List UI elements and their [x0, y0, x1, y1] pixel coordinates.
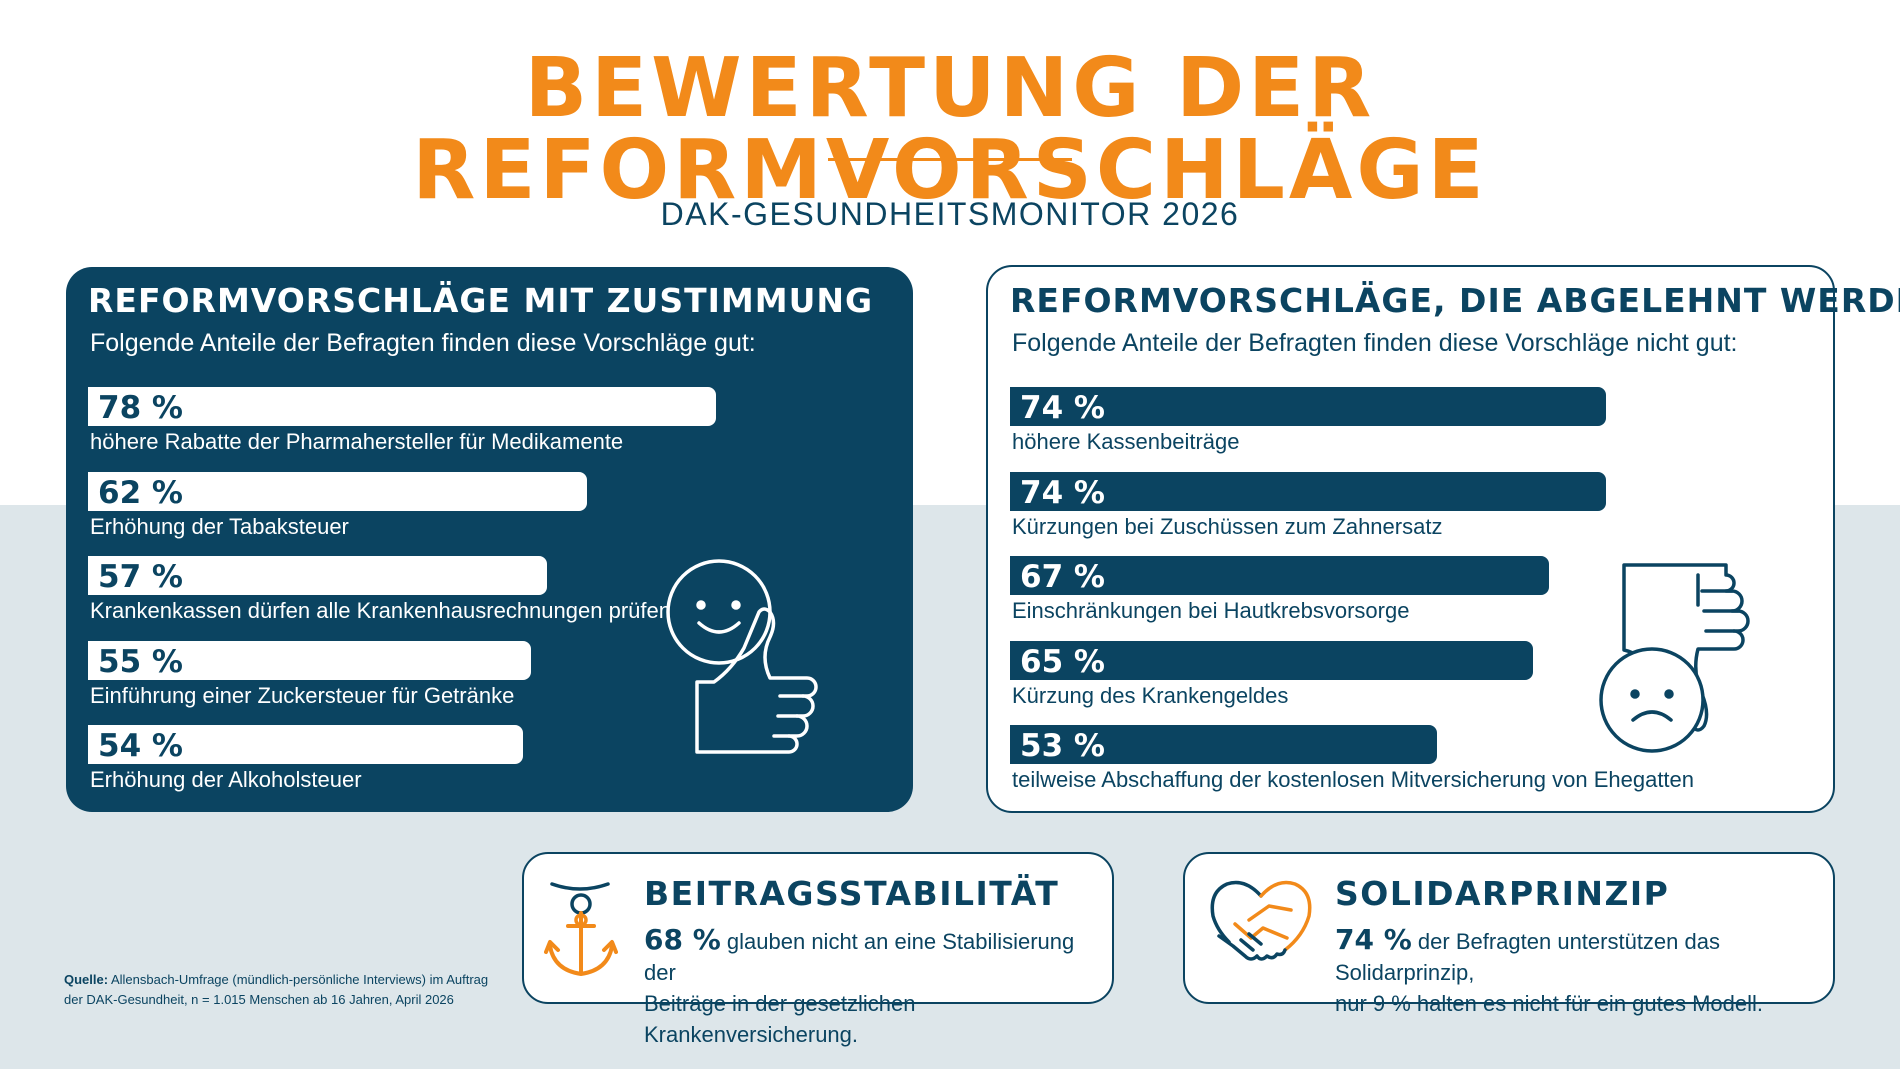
rejection-bar-label-3: Einschränkungen bei Hautkrebsvorsorge [1012, 598, 1410, 623]
stability-card-value: 68 % [644, 923, 721, 956]
approval-bar-label-2: Erhöhung der Tabaksteuer [90, 513, 349, 539]
solidarity-card-text: 74 % der Befragten unterstützen das Soli… [1335, 924, 1825, 1019]
approval-panel-subtitle: Folgende Anteile der Befragten finden di… [90, 329, 756, 357]
solidarity-card-title: SOLIDARPRINZIP [1335, 874, 1670, 913]
source-note: Quelle: Allensbach-Umfrage (mündlich-per… [64, 970, 488, 1010]
stability-card-text-line1: glauben nicht an eine Stabilisierung der [644, 929, 1075, 985]
approval-bar-5: 54 % [88, 725, 523, 764]
rejection-bar-label-5: teilweise Abschaffung der kostenlosen Mi… [1012, 767, 1695, 792]
solidarity-card-value: 74 % [1335, 923, 1412, 956]
thumbs-down-sad-icon [1599, 563, 1750, 753]
source-label: Quelle: [64, 972, 109, 987]
page-title: BEWERTUNG DER REFORMVORSCHLÄGE [412, 41, 1488, 218]
stability-card-text: 68 % glauben nicht an eine Stabilisierun… [644, 924, 1104, 1050]
approval-bar-2: 62 % [88, 471, 587, 511]
stability-card: BEITRAGSSTABILITÄT 68 % glauben nicht an… [522, 852, 1114, 1047]
approval-bar-3: 57 % [88, 556, 547, 595]
solidarity-card-text-line2: nur 9 % halten es nicht für ein gutes Mo… [1335, 991, 1764, 1016]
rejection-panel: REFORMVORSCHLÄGE, DIE ABGELEHNT WERDEN F… [986, 265, 1900, 813]
stability-card-text-line2: Beiträge in der gesetzlichen Krankenvers… [644, 991, 916, 1047]
thumbs-up-smiley-icon [666, 559, 818, 754]
approval-panel-title: REFORMVORSCHLÄGE MIT ZUSTIMMUNG [88, 281, 874, 320]
approval-panel: REFORMVORSCHLÄGE MIT ZUSTIMMUNG Folgende… [66, 267, 913, 812]
anchor-icon [544, 882, 618, 976]
handshake-heart-icon [1210, 880, 1312, 961]
page-subtitle: DAK-GESUNDHEITSMONITOR 2026 [660, 196, 1240, 232]
rejection-bar-4: 65 % [1010, 640, 1533, 680]
source-line1: Allensbach-Umfrage (mündlich-persönliche… [110, 972, 489, 987]
approval-bar-label-1: höhere Rabatte der Pharmahersteller für … [90, 429, 624, 454]
rejection-bar-5: 53 % [1010, 725, 1437, 764]
title-divider [828, 158, 1072, 161]
approval-bar-label-4: Einführung einer Zuckersteuer für Geträn… [90, 682, 515, 708]
rejection-bar-label-2: Kürzungen bei Zuschüssen zum Zahnersatz [1012, 513, 1443, 539]
rejection-bar-label-4: Kürzung des Krankengeldes [1012, 682, 1289, 708]
solidarity-card: SOLIDARPRINZIP 74 % der Befragten unters… [1183, 852, 1835, 1016]
rejection-bar-2: 74 % [1010, 471, 1606, 511]
solidarity-card-text-line1: der Befragten unterstützen das Solidarpr… [1335, 929, 1720, 985]
approval-bar-label-3: Krankenkassen dürfen alle Krankenhausrec… [90, 598, 671, 623]
approval-bar-4: 55 % [88, 640, 531, 680]
rejection-bar-1: 74 % [1010, 387, 1606, 426]
rejection-panel-title: REFORMVORSCHLÄGE, DIE ABGELEHNT WERDEN [1010, 281, 1900, 320]
approval-bar-1: 78 % [88, 387, 716, 426]
rejection-panel-subtitle: Folgende Anteile der Befragten finden di… [1012, 329, 1738, 357]
rejection-bar-3: 67 % [1010, 556, 1549, 595]
approval-bar-label-5: Erhöhung der Alkoholsteuer [90, 767, 362, 792]
rejection-bar-label-1: höhere Kassenbeiträge [1012, 429, 1240, 454]
source-line2: der DAK-Gesundheit, n = 1.015 Menschen a… [64, 992, 454, 1007]
stability-card-title: BEITRAGSSTABILITÄT [644, 874, 1060, 913]
